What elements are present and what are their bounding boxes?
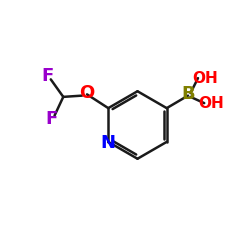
Text: F: F [46, 110, 58, 128]
Text: OH: OH [198, 96, 224, 110]
Text: OH: OH [192, 70, 218, 86]
Text: B: B [181, 86, 195, 103]
Text: F: F [42, 67, 54, 86]
Text: O: O [80, 84, 95, 102]
Text: N: N [101, 134, 116, 152]
